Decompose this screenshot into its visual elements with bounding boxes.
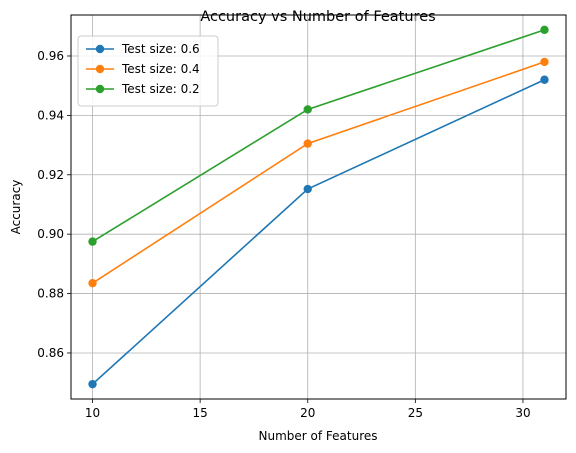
legend-label: Test size: 0.6 [121, 42, 200, 56]
x-tick-label: 30 [515, 406, 530, 420]
data-point [540, 57, 549, 67]
data-point [303, 184, 312, 194]
legend-marker [95, 44, 105, 54]
data-point [88, 278, 97, 288]
data-point [540, 25, 549, 35]
chart-title: Accuracy vs Number of Features [200, 9, 435, 25]
legend-label: Test size: 0.2 [121, 82, 200, 96]
series-line-1 [91, 79, 545, 385]
data-point [540, 75, 549, 84]
y-axis: 0.86 0.88 0.90 0.92 0.94 0.96 [37, 49, 71, 360]
x-tick-label: 20 [300, 406, 315, 420]
x-tick-label: 15 [192, 406, 207, 420]
legend-marker [95, 84, 105, 94]
x-tick-label: 25 [408, 406, 423, 420]
y-tick-label: 0.90 [37, 227, 64, 241]
y-tick-label: 0.86 [37, 346, 64, 360]
data-point [88, 237, 97, 246]
x-axis-label: Number of Features [259, 429, 378, 443]
y-tick-label: 0.88 [37, 287, 64, 301]
legend-marker [95, 64, 105, 74]
data-point [303, 105, 312, 114]
x-axis: 10 15 20 25 30 [85, 399, 531, 420]
series-group [88, 25, 549, 389]
data-point [88, 379, 97, 389]
legend-label: Test size: 0.4 [121, 62, 200, 76]
plot-area [70, 14, 567, 400]
data-point [303, 139, 312, 148]
y-axis-label: Accuracy [9, 180, 23, 235]
legend: Test size: 0.6 Test size: 0.4 Test size: 0… [77, 35, 219, 107]
x-tick-label: 10 [85, 406, 100, 420]
y-tick-label: 0.96 [37, 49, 64, 63]
y-tick-label: 0.92 [37, 168, 64, 182]
y-tick-label: 0.94 [37, 108, 64, 122]
